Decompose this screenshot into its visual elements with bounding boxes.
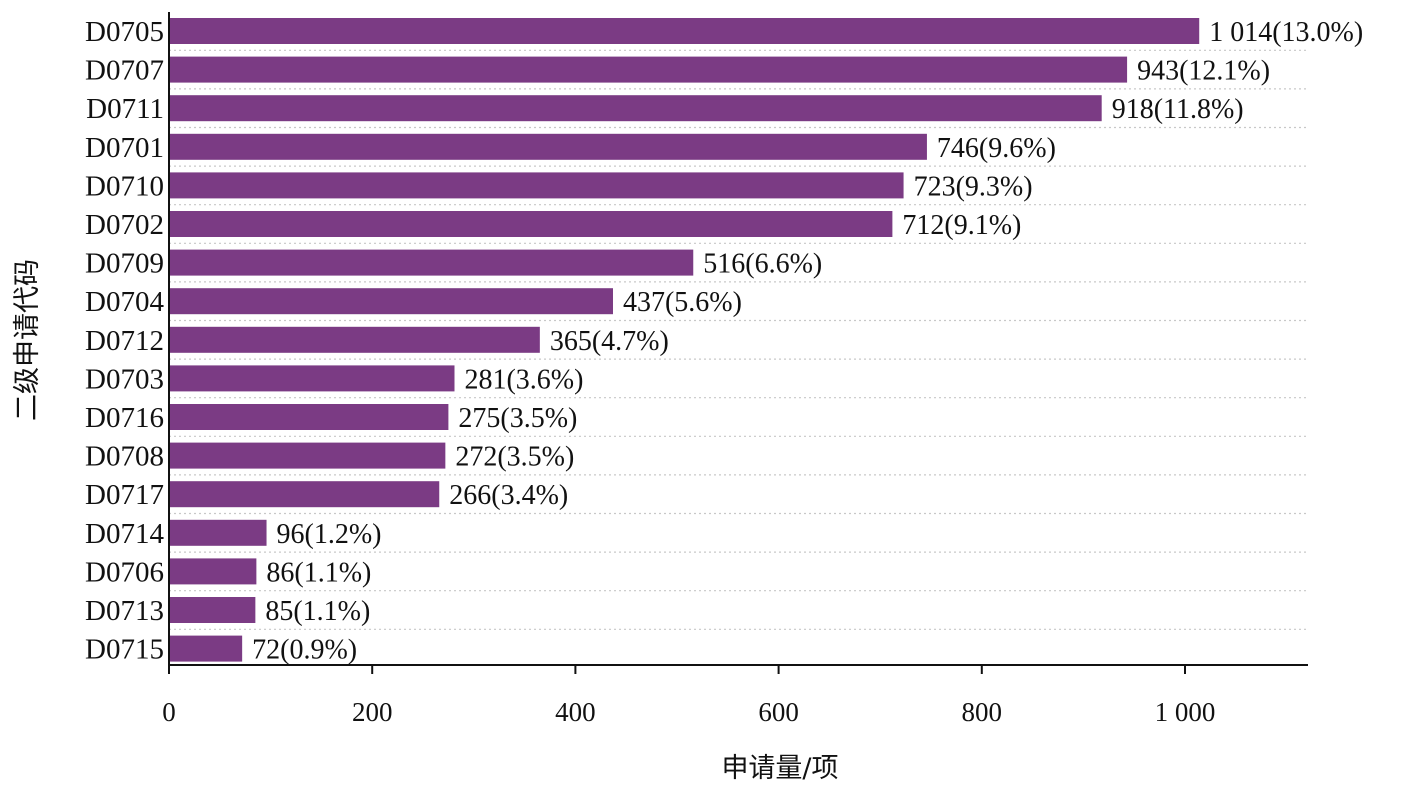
data-label: 918(11.8%) <box>1112 94 1244 125</box>
data-label: 437(5.6%) <box>623 287 742 318</box>
x-ticks: 0 200 400 600 800 1 000 <box>162 665 1215 727</box>
data-label: 365(4.7%) <box>550 326 669 357</box>
bar-D0701 <box>169 133 927 160</box>
bar-D0706 <box>169 558 257 585</box>
data-label: 723(9.3%) <box>914 171 1033 202</box>
category-label: D0701 <box>85 132 164 164</box>
bar-D0714 <box>169 519 267 546</box>
bar-D0712 <box>169 326 540 353</box>
category-label: D0709 <box>85 248 164 280</box>
x-tick-label: 1 000 <box>1155 697 1216 727</box>
data-label: 85(1.1%) <box>265 596 370 627</box>
category-label: D0703 <box>85 363 164 395</box>
data-label: 272(3.5%) <box>455 442 574 473</box>
x-tick-label: 200 <box>352 697 393 727</box>
bar-D0709 <box>169 249 694 276</box>
category-label: D0716 <box>85 402 164 434</box>
x-tick-label: 800 <box>962 697 1003 727</box>
category-label: D0707 <box>85 55 164 87</box>
category-label: D0714 <box>85 518 164 550</box>
x-axis-title: 申请量/项 <box>721 753 838 784</box>
bar-D0710 <box>169 172 904 199</box>
category-label: D0715 <box>85 634 164 666</box>
category-label: D0712 <box>85 325 164 357</box>
bars <box>169 18 1200 662</box>
bar-D0713 <box>169 597 256 623</box>
bar-D0716 <box>169 404 449 430</box>
bar-D0702 <box>169 211 893 237</box>
data-label: 712(9.1%) <box>902 210 1021 241</box>
bar-D0711 <box>169 95 1102 122</box>
bar-D0705 <box>169 18 1200 44</box>
data-label: 72(0.9%) <box>252 635 357 666</box>
data-label: 746(9.6%) <box>937 133 1056 164</box>
data-label: 943(12.1%) <box>1137 56 1270 87</box>
category-label: D0705 <box>85 16 164 48</box>
data-label: 266(3.4%) <box>449 480 568 511</box>
category-label: D0708 <box>85 441 164 473</box>
data-label: 1 014(13.0%) <box>1209 17 1363 48</box>
x-tick-label: 400 <box>555 697 596 727</box>
data-label: 516(6.6%) <box>703 249 822 280</box>
axes <box>168 12 1308 666</box>
category-label: D0702 <box>85 209 164 241</box>
bar-D0717 <box>169 481 440 508</box>
bar-D0708 <box>169 442 446 469</box>
x-tick-label: 600 <box>758 697 799 727</box>
category-label: D0710 <box>85 170 164 202</box>
data-label: 96(1.2%) <box>277 519 382 550</box>
category-label: D0711 <box>86 93 164 125</box>
data-label: 86(1.1%) <box>266 557 371 588</box>
data-label: 275(3.5%) <box>458 403 577 434</box>
y-axis-title: 二级申请代码 <box>12 259 43 421</box>
category-label: D0717 <box>85 479 164 511</box>
category-labels: D0705 D0707 D0711 D0701 D0710 D0702 D0709 D0704… <box>85 16 164 666</box>
bar-D0715 <box>169 635 243 662</box>
category-label: D0713 <box>85 595 164 627</box>
data-label: 281(3.6%) <box>464 364 583 395</box>
bar-D0707 <box>169 56 1128 83</box>
category-label: D0706 <box>85 556 164 588</box>
bar-D0704 <box>169 288 613 315</box>
category-label: D0704 <box>85 286 164 318</box>
x-tick-label: 0 <box>162 697 176 727</box>
data-labels: 1 014(13.0%) 943(12.1%) 918(11.8%) 746(9.6%… <box>252 17 1363 666</box>
bar-D0703 <box>169 365 455 392</box>
